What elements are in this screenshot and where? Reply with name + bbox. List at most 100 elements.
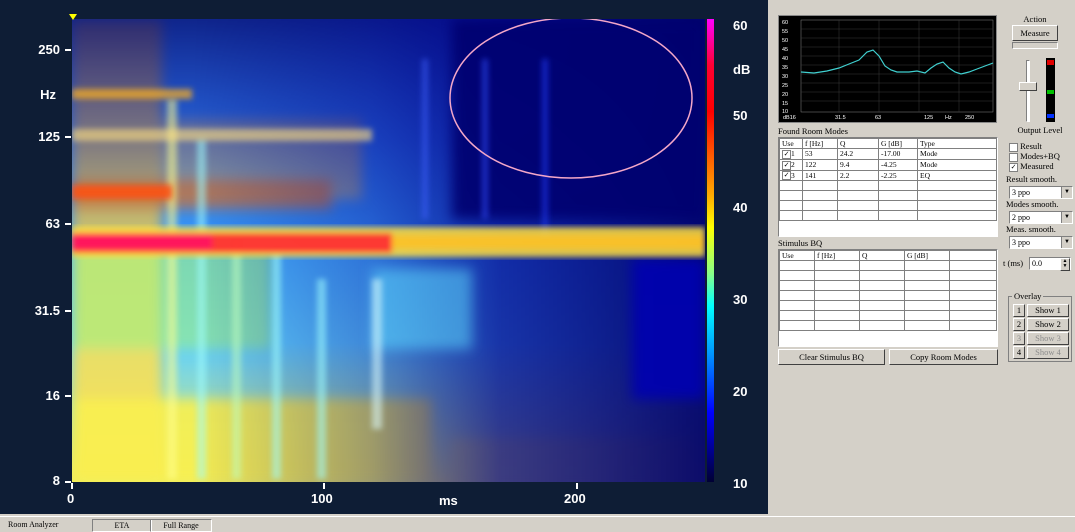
overlay-3-number-button[interactable]: 3	[1013, 332, 1025, 345]
use-checkbox[interactable]: ✓	[782, 149, 791, 159]
table-header-row: Use f [Hz] Q G [dB]	[779, 250, 997, 261]
output-level-label: Output Level	[1017, 125, 1063, 135]
svg-text:31.5: 31.5	[835, 115, 846, 121]
y-tick-label: 8	[52, 473, 60, 488]
colorbar	[707, 19, 714, 482]
output-level-meter	[1046, 58, 1055, 122]
y-axis-unit: Hz	[40, 87, 56, 102]
overlay-4-number-button[interactable]: 4	[1013, 346, 1025, 359]
y-tick-mark	[65, 136, 71, 138]
result-checkbox-row[interactable]: Result	[1009, 141, 1042, 152]
table-row[interactable]: ✓ 2 122 9.4 -4.25 Mode	[779, 158, 997, 171]
frequency-response-canvas: 60 55 50 45 40 35 30 25 20 15 10 dB16 31.5 63 125 H…	[782, 19, 994, 121]
time-cursor-marker[interactable]	[69, 14, 77, 20]
colorbar-tick-label: 40	[733, 200, 748, 215]
table-cell: 2.2	[837, 169, 879, 182]
table-cell: EQ	[917, 169, 997, 182]
output-level-slider[interactable]	[1017, 60, 1039, 122]
modes-bq-checkbox-label: Modes+BQ	[1020, 151, 1060, 161]
column-header[interactable]: Use	[779, 250, 815, 261]
overlay-2-number-button[interactable]: 2	[1013, 318, 1025, 331]
room-modes-table[interactable]: Use f [Hz] Q G [dB] Type ✓ 1 53 24.2 -17.…	[778, 137, 998, 237]
show-4-button[interactable]: Show 4	[1027, 346, 1069, 359]
x-tick-mark	[576, 483, 578, 489]
svg-text:250: 250	[965, 115, 974, 121]
column-header[interactable]: G [dB]	[904, 250, 950, 261]
modes-bq-checkbox-row[interactable]: Modes+BQ	[1009, 151, 1060, 162]
frequency-response-plot[interactable]: 60 55 50 45 40 35 30 25 20 15 10 dB16 31.5 63 125 H…	[778, 15, 997, 123]
result-smooth-select[interactable]: 3 ppo ▼	[1009, 186, 1073, 199]
svg-text:125: 125	[924, 115, 933, 121]
modes-smooth-select[interactable]: 2 ppo ▼	[1009, 211, 1073, 224]
chevron-down-icon[interactable]: ▼	[1061, 212, 1072, 223]
chevron-down-icon[interactable]: ▼	[1061, 237, 1072, 248]
column-header[interactable]: Q	[859, 250, 905, 261]
meas-smooth-label: Meas. smooth.	[1006, 224, 1056, 234]
column-header[interactable]: Type	[917, 138, 997, 149]
svg-text:40: 40	[782, 56, 788, 62]
t-ms-value: 0.0	[1032, 259, 1042, 268]
show-3-button[interactable]: Show 3	[1027, 332, 1069, 345]
svg-text:25: 25	[782, 83, 788, 89]
row-number: 1	[791, 149, 795, 158]
measured-checkbox-row[interactable]: ✓ Measured	[1009, 161, 1054, 172]
y-tick-label: 63	[45, 216, 60, 231]
svg-text:Hz: Hz	[945, 115, 952, 121]
svg-text:15: 15	[782, 101, 788, 107]
waterfall-heatmap[interactable]	[72, 19, 705, 482]
y-tick-label: 250	[38, 42, 60, 57]
heatmap-canvas	[72, 19, 705, 482]
colorbar-tick-label: 10	[733, 476, 748, 491]
overlay-1-number-button[interactable]: 1	[1013, 304, 1025, 317]
x-tick-label: 0	[67, 491, 75, 506]
svg-text:30: 30	[782, 74, 788, 80]
table-cell: 122	[802, 158, 838, 171]
table-cell: -17.00	[878, 148, 918, 160]
y-tick-mark	[65, 49, 71, 51]
overlay-title: Overlay	[1012, 291, 1044, 301]
table-cell: Mode	[917, 148, 997, 160]
table-cell: 9.4	[837, 158, 879, 171]
t-ms-spinner[interactable]: ▲ ▼	[1060, 258, 1070, 271]
table-cell: Mode	[917, 158, 997, 171]
y-tick-mark	[65, 223, 71, 225]
column-header[interactable]: G [dB]	[878, 138, 918, 149]
modes-smooth-value: 2 ppo	[1012, 213, 1030, 222]
copy-room-modes-button[interactable]: Copy Room Modes	[889, 349, 998, 365]
column-header[interactable]: Q	[837, 138, 879, 149]
table-cell: -4.25	[878, 158, 918, 171]
stimulus-bq-title: Stimulus BQ	[778, 238, 823, 248]
show-1-button[interactable]: Show 1	[1027, 304, 1069, 317]
measure-button[interactable]: Measure	[1012, 25, 1058, 41]
progress-bar	[1012, 42, 1058, 49]
measured-checkbox[interactable]: ✓	[1009, 162, 1018, 172]
colorbar-tick-label: 30	[733, 292, 748, 307]
slider-thumb[interactable]	[1019, 82, 1037, 91]
stimulus-bq-table[interactable]: Use f [Hz] Q G [dB]	[778, 249, 998, 347]
svg-text:60: 60	[782, 20, 788, 26]
table-cell: 53	[802, 148, 838, 160]
column-header[interactable]: f [Hz]	[802, 138, 838, 149]
use-checkbox[interactable]: ✓	[782, 171, 791, 181]
chevron-down-icon[interactable]: ▼	[1061, 187, 1072, 198]
table-row[interactable]: ✓ 1 53 24.2 -17.00 Mode	[779, 148, 997, 160]
svg-text:50: 50	[782, 38, 788, 44]
show-2-button[interactable]: Show 2	[1027, 318, 1069, 331]
result-smooth-label: Result smooth.	[1006, 174, 1058, 184]
t-ms-input[interactable]: 0.0 ▲ ▼	[1029, 257, 1071, 271]
y-tick-label: 16	[45, 388, 60, 403]
table-row[interactable]: ✓ 3 141 2.2 -2.25 EQ	[779, 169, 997, 182]
room-modes-title: Found Room Modes	[778, 126, 848, 136]
y-axis: 250 Hz 125 63 31.5 16 8	[1, 0, 71, 490]
meas-smooth-select[interactable]: 3 ppo ▼	[1009, 236, 1073, 249]
x-tick-mark	[71, 483, 73, 489]
colorbar-tick-label: 60	[733, 18, 748, 33]
status-bar: Room Analyzer ETA Full Range	[0, 516, 1075, 532]
table-cell: 141	[802, 169, 838, 182]
column-header[interactable]: Use	[779, 138, 803, 149]
column-header[interactable]: f [Hz]	[814, 250, 860, 261]
table-cell: -2.25	[878, 169, 918, 182]
result-smooth-value: 3 ppo	[1012, 188, 1030, 197]
clear-stimulus-bq-button[interactable]: Clear Stimulus BQ	[778, 349, 885, 365]
use-checkbox[interactable]: ✓	[782, 160, 791, 170]
